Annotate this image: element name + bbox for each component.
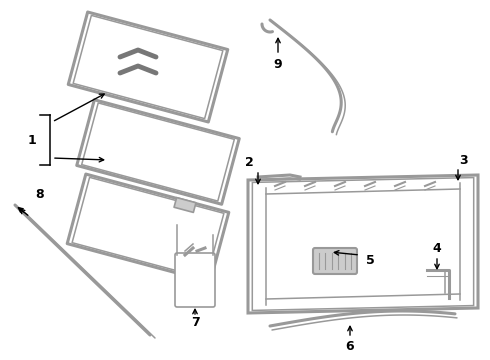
Text: 4: 4 — [433, 242, 441, 255]
FancyBboxPatch shape — [175, 253, 215, 307]
Text: 1: 1 — [27, 134, 36, 147]
Text: 9: 9 — [274, 58, 282, 72]
Text: 8: 8 — [36, 189, 44, 202]
FancyBboxPatch shape — [313, 248, 357, 274]
Text: 3: 3 — [459, 153, 467, 166]
Text: 6: 6 — [345, 339, 354, 352]
Text: 2: 2 — [245, 156, 253, 168]
Polygon shape — [174, 198, 196, 212]
Text: 7: 7 — [191, 315, 199, 328]
Text: 5: 5 — [366, 253, 374, 266]
